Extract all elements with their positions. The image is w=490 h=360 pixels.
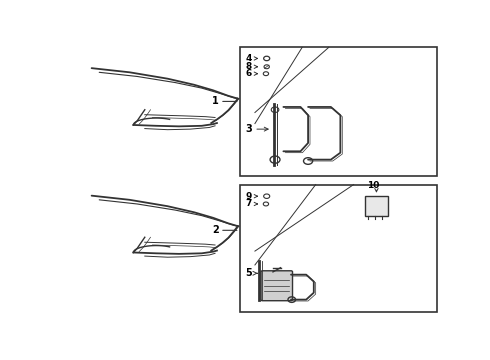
FancyBboxPatch shape xyxy=(261,271,293,301)
Text: 4: 4 xyxy=(245,54,252,63)
Bar xyxy=(365,195,388,216)
Text: 10: 10 xyxy=(367,181,379,190)
Text: 8: 8 xyxy=(245,62,252,71)
Text: 1: 1 xyxy=(212,96,219,107)
Text: 9: 9 xyxy=(245,192,252,201)
Text: 5: 5 xyxy=(245,268,252,278)
Text: 3: 3 xyxy=(245,124,252,134)
Text: 7: 7 xyxy=(245,199,252,208)
Text: 6: 6 xyxy=(245,69,252,78)
Bar xyxy=(240,48,437,176)
Bar xyxy=(240,185,437,312)
Text: 2: 2 xyxy=(212,225,219,235)
